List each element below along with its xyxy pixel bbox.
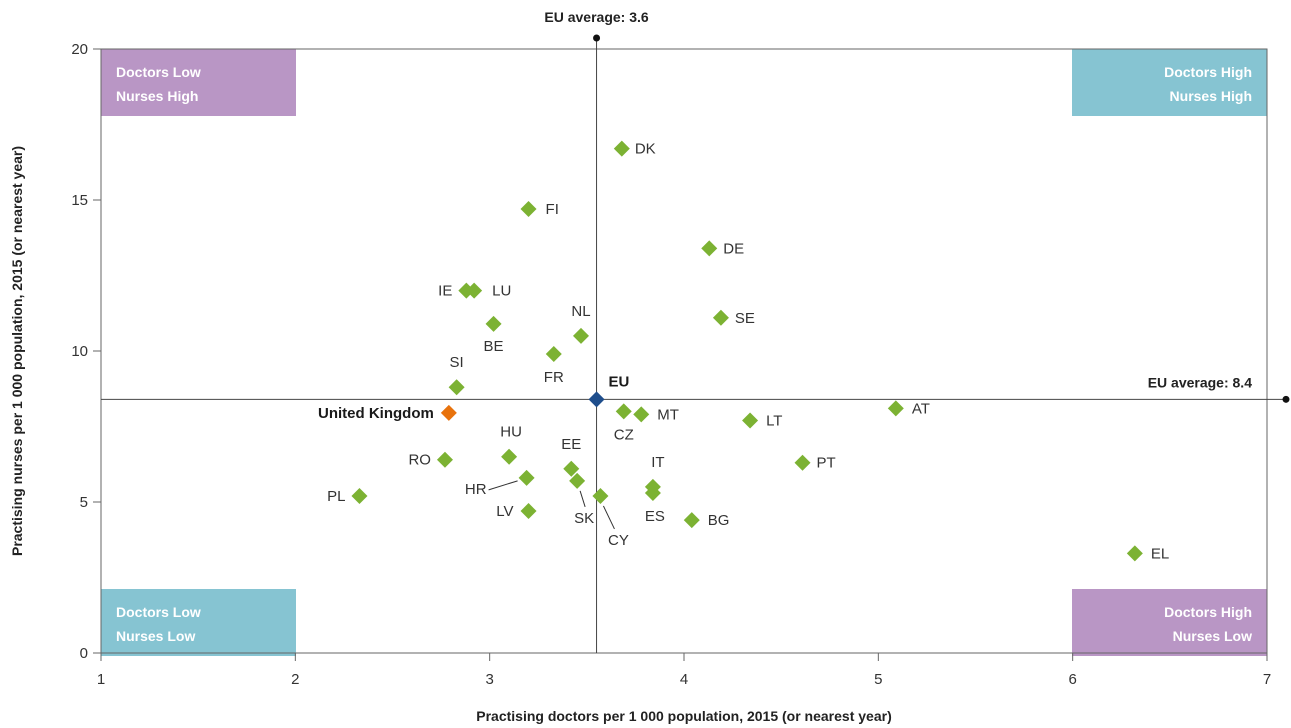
quadrant-box-bottom-right [1072, 589, 1267, 656]
point-el [1126, 545, 1143, 562]
point-ee [563, 460, 580, 477]
point-label-bg: BG [708, 512, 730, 529]
x-tick-label-6: 6 [1068, 671, 1076, 688]
quadrant-label-top-left-line2: Nurses High [116, 88, 198, 104]
quadrant-boxes: Doctors Low Nurses High Doctors High Nurses… [101, 49, 1267, 656]
quadrant-box-bottom-left [101, 589, 296, 656]
point-label-el: EL [1151, 545, 1169, 562]
quadrant-label-bottom-right-line2: Nurses Low [1173, 628, 1252, 644]
point-label-united-kingdom: United Kingdom [318, 405, 434, 422]
point-label-fr: FR [544, 369, 564, 386]
data-labels: DK FI DE IE LU SE BE NL FR SI EU United Kingdom AT CZ… [318, 141, 1169, 563]
point-mt [633, 406, 650, 423]
quadrant-label-top-left-line1: Doctors Low [116, 64, 201, 80]
point-hr [518, 469, 535, 486]
y-tick-label-10: 10 [71, 343, 88, 360]
point-se [712, 309, 729, 326]
point-sk [569, 472, 586, 489]
x-tick-label-2: 2 [291, 671, 299, 688]
x-tick-label-4: 4 [680, 671, 688, 688]
quadrant-box-top-right [1072, 49, 1267, 116]
point-dk [613, 140, 630, 157]
reference-lines: EU average: 3.6 EU average: 8.4 [101, 9, 1290, 653]
point-united-kingdom [440, 404, 457, 421]
point-cz [615, 403, 632, 420]
point-label-ro: RO [408, 452, 431, 469]
quadrant-label-bottom-left-line1: Doctors Low [116, 604, 201, 620]
plot-frame [100, 48, 1268, 654]
point-hu [501, 448, 518, 465]
point-label-se: SE [735, 310, 755, 327]
point-fi [520, 201, 537, 218]
quadrant-box-top-left [101, 49, 296, 116]
y-tick-label-0: 0 [80, 645, 88, 662]
point-label-pt: PT [817, 455, 836, 472]
point-label-cz: CZ [614, 426, 634, 443]
point-si [448, 379, 465, 396]
x-tick-label-1: 1 [97, 671, 105, 688]
data-points [351, 140, 1143, 562]
point-label-at: AT [912, 400, 930, 417]
point-es [644, 484, 661, 501]
y-axis: 0 5 10 15 20 [71, 41, 101, 662]
point-fr [545, 346, 562, 363]
point-label-fi: FI [546, 201, 559, 218]
point-lu [466, 282, 483, 299]
y-tick-label-15: 15 [71, 192, 88, 209]
point-label-ie: IE [438, 283, 452, 300]
point-at [887, 400, 904, 417]
leader-line-cy [602, 505, 615, 530]
quadrant-label-bottom-right-line1: Doctors High [1164, 604, 1252, 620]
eu-average-nurses-dot [1282, 395, 1290, 403]
quadrant-label-bottom-left-line2: Nurses Low [116, 628, 195, 644]
x-tick-label-7: 7 [1263, 671, 1271, 688]
point-pt [794, 454, 811, 471]
point-pl [351, 487, 368, 504]
point-label-eu: EU [609, 373, 630, 390]
quadrant-label-top-right-line1: Doctors High [1164, 64, 1252, 80]
quadrant-label-top-right-line2: Nurses High [1170, 88, 1252, 104]
point-label-hu: HU [500, 424, 522, 441]
point-bg [683, 512, 700, 529]
x-axis-title: Practising doctors per 1 000 population,… [476, 708, 891, 724]
point-label-lt: LT [766, 412, 782, 429]
y-axis-title: Practising nurses per 1 000 population, … [9, 146, 25, 556]
point-label-lv: LV [496, 503, 513, 520]
point-label-sk: SK [574, 510, 594, 527]
leader-line-hr [488, 480, 518, 491]
point-label-es: ES [645, 508, 665, 525]
point-cy [592, 487, 609, 504]
point-eu [588, 391, 605, 408]
point-label-mt: MT [657, 406, 679, 423]
point-label-pl: PL [327, 488, 345, 505]
point-label-nl: NL [571, 303, 590, 320]
point-be [485, 315, 502, 332]
point-label-ee: EE [561, 436, 581, 453]
point-lv [520, 503, 537, 520]
leader-line-sk [579, 490, 586, 508]
point-label-de: DE [723, 240, 744, 257]
point-label-be: BE [484, 338, 504, 355]
point-label-si: SI [450, 354, 464, 371]
point-label-hr: HR [465, 481, 487, 498]
x-tick-label-3: 3 [485, 671, 493, 688]
y-tick-label-5: 5 [80, 494, 88, 511]
eu-average-nurses-label: EU average: 8.4 [1148, 374, 1252, 390]
point-ro [436, 451, 453, 468]
eu-average-doctors-dot [593, 34, 601, 42]
eu-average-doctors-label: EU average: 3.6 [544, 9, 648, 25]
point-label-cy: CY [608, 532, 629, 549]
point-label-it: IT [651, 454, 664, 471]
point-nl [573, 327, 590, 344]
point-de [701, 240, 718, 257]
point-label-lu: LU [492, 283, 511, 300]
point-lt [742, 412, 759, 429]
y-tick-label-20: 20 [71, 41, 88, 58]
point-label-dk: DK [635, 141, 656, 158]
x-axis: 1 2 3 4 5 6 7 [97, 653, 1271, 688]
x-tick-label-5: 5 [874, 671, 882, 688]
